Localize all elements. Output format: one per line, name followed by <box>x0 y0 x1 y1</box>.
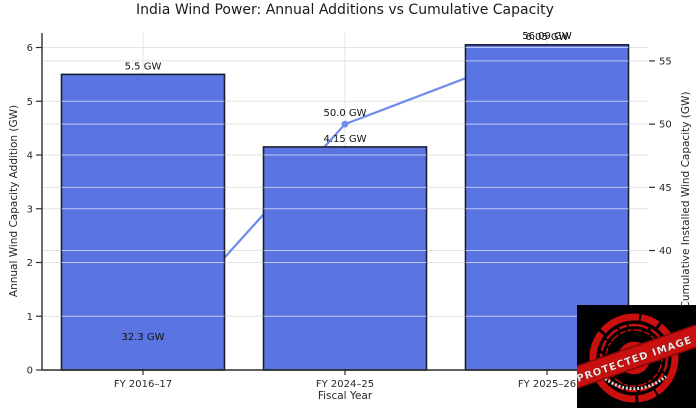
bar-value-label: 4.15 GW <box>323 134 366 145</box>
left-tick-label: 1 <box>27 312 33 323</box>
right-tick-label: 40 <box>659 246 672 257</box>
line-value-label: 50.0 GW <box>323 108 366 119</box>
bar <box>262 146 428 371</box>
x-category-label: FY 2016–17 <box>114 379 172 390</box>
bar-value-label: 5.5 GW <box>125 61 162 72</box>
stamp-graphic: PROTECTED IMAGE <box>563 313 696 403</box>
x-axis-title: Fiscal Year <box>317 390 373 402</box>
bar-value-label: 6.05 GW <box>525 32 568 43</box>
stamp-outer-ring <box>589 313 679 403</box>
right-tick-label: 50 <box>659 120 672 131</box>
left-tick-label: 2 <box>27 258 33 269</box>
x-category-label: FY 2024–25 <box>316 379 374 390</box>
left-tick-label: 4 <box>27 151 33 162</box>
left-axis-title: Annual Wind Capacity Addition (GW) <box>8 104 20 298</box>
left-tick-label: 3 <box>27 204 33 215</box>
bar <box>60 73 226 371</box>
protected-image-watermark: PROTECTED IMAGE <box>563 305 696 408</box>
x-category-label: FY 2025–26 <box>518 379 576 390</box>
line-value-label: 56.09 GW <box>522 31 572 42</box>
stamp-small-arc-text <box>601 375 667 391</box>
left-tick-label: 5 <box>27 97 33 108</box>
right-tick-label: 45 <box>659 183 672 194</box>
line-marker <box>341 120 349 128</box>
right-tick-label: 55 <box>659 56 672 67</box>
left-tick-label: 6 <box>27 43 33 54</box>
chart-title: India Wind Power: Annual Additions vs Cu… <box>136 2 554 18</box>
left-tick-label: 0 <box>27 366 33 377</box>
line-value-label: 32.3 GW <box>121 332 164 343</box>
